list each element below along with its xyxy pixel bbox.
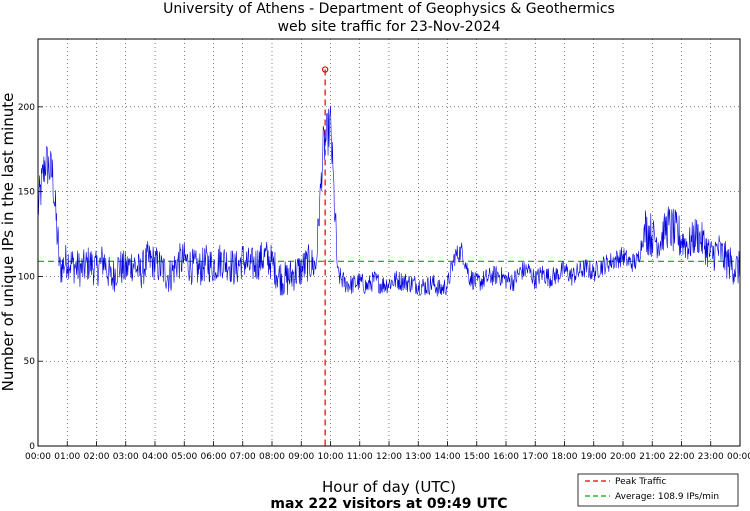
traffic-series-line	[37, 105, 741, 297]
x-tick-label: 20:00	[610, 452, 636, 462]
x-tick-label: 23:00	[698, 452, 724, 462]
legend-peak-label: Peak Traffic	[615, 477, 666, 487]
grid-lines	[38, 39, 740, 446]
x-tick-label: 16:00	[493, 452, 519, 462]
data-series	[37, 105, 741, 297]
x-tick-label: 18:00	[552, 452, 578, 462]
plot-frame	[37, 38, 741, 447]
x-tick-label: 00:00	[25, 452, 51, 462]
x-tick-label: 06:00	[201, 452, 227, 462]
x-tick-label: 01:00	[54, 452, 80, 462]
legend-average-label: Average: 108.9 IPs/min	[615, 492, 719, 502]
y-tick-label: 200	[18, 103, 35, 113]
x-axis-label: Hour of day (UTC)	[322, 478, 456, 496]
x-tick-label: 17:00	[522, 452, 548, 462]
x-tick-label: 19:00	[581, 452, 607, 462]
chart-subtitle: web site traffic for 23-Nov-2024	[278, 19, 501, 35]
x-tick-label: 03:00	[113, 452, 139, 462]
x-tick-label: 13:00	[405, 452, 431, 462]
x-tick-label: 08:00	[259, 452, 285, 462]
x-tick-label: 07:00	[230, 452, 256, 462]
x-tick-label: 15:00	[464, 452, 490, 462]
legend-box	[577, 473, 739, 507]
x-tick-label: 14:00	[435, 452, 461, 462]
x-tick-label: 00:00	[727, 452, 750, 462]
chart-title: University of Athens - Department of Geo…	[163, 1, 615, 17]
x-tick-label: 21:00	[639, 452, 665, 462]
x-tick-label: 02:00	[84, 452, 110, 462]
y-tick-label: 150	[18, 188, 35, 198]
x-tick-label: 11:00	[347, 452, 373, 462]
y-axis-label: Number of unique IPs in the last minute	[0, 93, 17, 392]
x-tick-label: 12:00	[376, 452, 402, 462]
x-tick-label: 04:00	[142, 452, 168, 462]
legend: Peak Traffic Average: 108.9 IPs/min	[577, 473, 739, 507]
x-tick-label: 22:00	[669, 452, 695, 462]
x-tick-label: 10:00	[318, 452, 344, 462]
x-tick-label: 09:00	[288, 452, 314, 462]
y-tick-label: 0	[29, 442, 35, 452]
x-axis-sublabel: max 222 visitors at 09:49 UTC	[270, 496, 507, 511]
reference-lines	[38, 66, 740, 446]
y-tick-label: 50	[24, 357, 36, 367]
axis-ticks: 00:00 01:00 02:00 03:00 04:00 05:00 06:00 07:00…	[18, 103, 750, 462]
x-tick-label: 05:00	[171, 452, 197, 462]
y-tick-label: 100	[18, 272, 35, 282]
peak-marker	[321, 66, 329, 73]
